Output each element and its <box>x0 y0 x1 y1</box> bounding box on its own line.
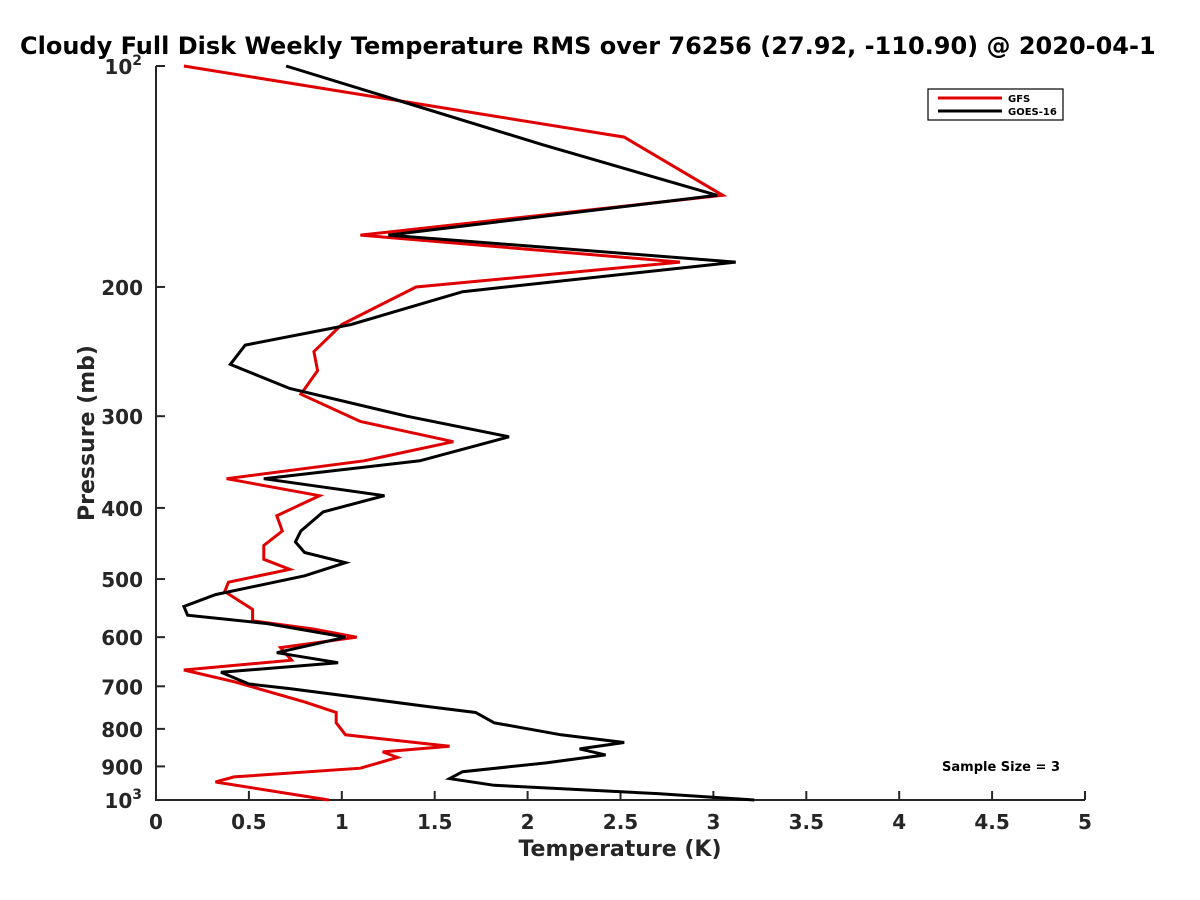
y-tick-label: 600 <box>101 626 143 650</box>
series-line-goes-16 <box>181 64 755 802</box>
x-axis-label: Temperature (K) <box>518 837 721 862</box>
x-axis-ticks: 0 0.5 1 1.5 2 2.5 3 3.5 4 4.5 5 <box>149 791 1092 834</box>
legend-label: GFS <box>1008 94 1030 105</box>
x-tick-label: 1 <box>335 810 349 834</box>
x-tick-label: 0 <box>149 810 163 834</box>
y-tick-exponent: 2 <box>132 53 142 69</box>
y-tick-label: 400 <box>101 497 143 521</box>
y-tick-base: 600 <box>101 626 143 650</box>
x-tick-label: 5 <box>1078 810 1092 834</box>
y-tick-base: 500 <box>101 568 143 592</box>
x-tick-label: 2 <box>521 810 535 834</box>
y-tick-base: 700 <box>101 675 143 699</box>
y-tick-label: 103 <box>104 787 142 813</box>
y-tick-label: 700 <box>101 675 143 699</box>
y-tick-label: 900 <box>101 755 143 779</box>
legend: GFS GOES-16 <box>927 88 1064 121</box>
y-tick-base: 10 <box>104 55 132 79</box>
x-tick-label: 2.5 <box>603 810 638 834</box>
series-lines <box>181 64 755 802</box>
x-tick-label: 0.5 <box>231 810 266 834</box>
chart-title: Cloudy Full Disk Weekly Temperature RMS … <box>20 32 1156 60</box>
x-tick-label: 1.5 <box>417 810 452 834</box>
x-tick-label: 4.5 <box>974 810 1009 834</box>
legend-box <box>927 88 1064 121</box>
y-tick-base: 900 <box>101 755 143 779</box>
y-tick-label: 102 <box>104 53 142 79</box>
legend-label: GOES-16 <box>1008 107 1057 118</box>
x-tick-label: 3.5 <box>789 810 824 834</box>
y-tick-base: 10 <box>104 789 132 813</box>
y-tick-label: 800 <box>101 718 143 742</box>
plot-area: 0 0.5 1 1.5 2 2.5 3 3.5 4 4.5 5 102200300400500600… <box>101 53 1092 834</box>
x-tick-label: 3 <box>706 810 720 834</box>
x-tick-label: 4 <box>892 810 906 834</box>
y-tick-exponent: 3 <box>132 787 142 803</box>
y-tick-base: 200 <box>101 276 143 300</box>
sample-size-annotation: Sample Size = 3 <box>942 760 1060 775</box>
y-tick-base: 800 <box>101 718 143 742</box>
y-tick-label: 200 <box>101 276 143 300</box>
series-line-gfs <box>183 64 728 802</box>
y-tick-base: 300 <box>101 405 143 429</box>
y-axis-label: Pressure (mb) <box>75 345 100 521</box>
y-tick-base: 400 <box>101 497 143 521</box>
y-tick-label: 500 <box>101 568 143 592</box>
y-tick-label: 300 <box>101 405 143 429</box>
